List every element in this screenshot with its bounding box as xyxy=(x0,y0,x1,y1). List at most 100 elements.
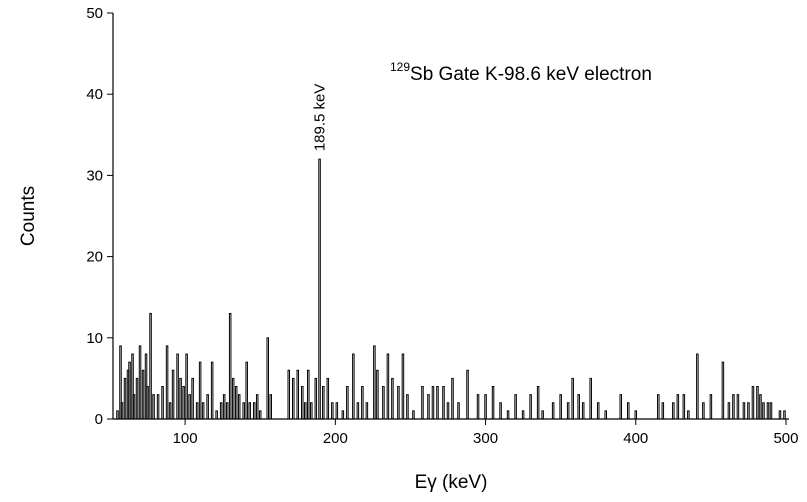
x-tick-label: 500 xyxy=(773,430,798,447)
count-bin xyxy=(536,386,540,420)
count-bin xyxy=(356,402,360,420)
count-bin xyxy=(581,402,585,420)
count-bin xyxy=(742,402,746,420)
count-bin xyxy=(206,394,209,420)
annotation: 129Sb Gate K-98.6 keV electron xyxy=(390,60,652,85)
count-bin xyxy=(188,394,191,420)
x-tick-label: 100 xyxy=(173,430,198,447)
count-bin xyxy=(514,394,517,420)
count-bin xyxy=(676,394,680,420)
count-bin xyxy=(182,386,185,420)
count-bin xyxy=(709,394,713,420)
count-bin xyxy=(634,410,638,420)
count-bin xyxy=(702,402,705,420)
count-bin xyxy=(778,410,782,420)
count-bin xyxy=(245,361,248,420)
count-bin xyxy=(287,369,291,420)
count-bin xyxy=(304,402,307,420)
count-bin xyxy=(269,394,272,420)
count-bin xyxy=(266,337,269,420)
count-bin xyxy=(198,361,202,420)
count-bin xyxy=(296,369,300,420)
count-bin xyxy=(466,369,469,420)
count-bin xyxy=(128,361,131,420)
count-bin xyxy=(152,394,155,420)
y-tick-label: 30 xyxy=(86,167,103,184)
count-bin xyxy=(135,377,139,420)
count-bin xyxy=(529,394,532,420)
count-bin xyxy=(696,353,699,420)
count-bin xyxy=(619,394,623,420)
count-bin xyxy=(123,377,127,420)
count-bin xyxy=(215,410,218,420)
count-bin xyxy=(661,402,665,420)
count-bin xyxy=(361,386,364,420)
count-bin xyxy=(318,158,321,420)
count-bin xyxy=(596,402,600,420)
count-bin xyxy=(161,386,164,420)
count-bin xyxy=(237,394,241,420)
count-bin xyxy=(727,402,731,420)
count-bin xyxy=(132,394,136,420)
count-bin xyxy=(476,394,480,420)
count-bin xyxy=(747,402,750,420)
count-bin xyxy=(541,410,544,420)
count-bin xyxy=(521,410,525,420)
count-bin xyxy=(657,394,660,420)
count-bin xyxy=(577,394,580,420)
count-bin xyxy=(314,377,318,420)
count-bin xyxy=(248,402,251,420)
count-bin xyxy=(252,402,256,420)
count-bin xyxy=(627,402,630,420)
count-bin xyxy=(165,345,169,420)
x-tick-label: 300 xyxy=(473,430,498,447)
count-bin xyxy=(762,402,765,420)
count-bin xyxy=(219,402,223,420)
count-bin xyxy=(751,386,755,420)
y-tick-label: 10 xyxy=(86,330,103,347)
count-bin xyxy=(721,361,725,420)
count-bin xyxy=(457,402,460,420)
count-bin xyxy=(255,394,259,420)
count-bin xyxy=(571,377,574,420)
count-bin xyxy=(401,353,405,420)
count-bin xyxy=(783,410,786,420)
count-bin xyxy=(168,402,172,420)
count-bin xyxy=(242,402,245,420)
count-bin xyxy=(341,410,345,420)
count-bin xyxy=(672,402,675,420)
count-bin xyxy=(225,402,229,420)
count-bin xyxy=(391,377,394,420)
count-bin xyxy=(331,402,334,420)
count-bin xyxy=(446,402,450,420)
count-bin xyxy=(376,369,379,420)
count-bin xyxy=(436,386,439,420)
x-tick-label: 200 xyxy=(323,430,348,447)
x-tick-label: 400 xyxy=(623,430,648,447)
count-bin xyxy=(682,394,686,420)
count-bin xyxy=(431,386,435,420)
count-bin xyxy=(559,394,562,420)
count-bin xyxy=(179,377,182,420)
count-bin xyxy=(506,410,510,420)
count-bin xyxy=(756,386,759,420)
count-bin xyxy=(120,402,124,420)
count-bin xyxy=(231,377,235,420)
count-bin xyxy=(307,369,310,420)
count-bin xyxy=(191,377,194,420)
count-bin xyxy=(365,402,369,420)
count-bin xyxy=(185,353,188,420)
count-bin xyxy=(687,410,690,420)
count-bin xyxy=(116,410,119,420)
annotation-text: Sb Gate K-98.6 keV electron xyxy=(410,64,652,85)
count-bin xyxy=(119,345,122,420)
count-bin xyxy=(451,377,454,420)
count-bin xyxy=(484,394,487,420)
count-bin xyxy=(352,353,355,420)
count-bin xyxy=(766,402,770,420)
count-bin xyxy=(176,353,179,420)
count-bin xyxy=(566,402,570,420)
count-bin xyxy=(732,394,735,420)
count-bin xyxy=(131,353,134,420)
count-bin xyxy=(386,353,390,420)
